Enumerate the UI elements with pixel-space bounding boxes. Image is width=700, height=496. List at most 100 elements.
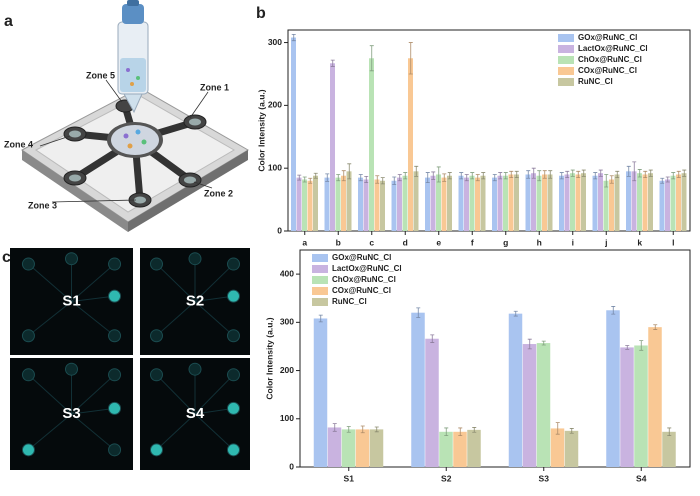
bar [626,171,631,231]
error-bar [374,426,379,433]
bar [665,179,670,231]
channel [156,263,196,302]
error-bar [297,174,302,181]
zone-spot [227,368,240,382]
error-bar [660,177,665,184]
bar [355,429,370,467]
zone-spot [150,443,163,457]
legend-swatch [312,254,328,262]
bar [648,327,662,467]
bar [508,174,514,231]
error-bar [392,176,397,185]
zone-spot [227,257,240,271]
legend-swatch [558,78,574,86]
zone-spot [188,252,202,266]
bar [397,177,402,231]
y-tick-label: 200 [268,100,282,110]
x-tick-label: f [471,237,474,247]
zone-label: Zone 4 [4,139,33,149]
sample-label: S2 [186,292,204,309]
error-bar [447,172,452,180]
bar [503,175,508,231]
x-tick-label: S2 [441,473,452,483]
error-bar [671,172,676,180]
error-bar [604,174,609,188]
error-bar [291,33,296,42]
bar [559,175,564,231]
error-bar [576,170,581,179]
error-bar [570,169,575,177]
bar [302,179,307,231]
y-axis-label: Color Intensity (a.u.) [264,317,274,399]
x-tick-label: a [302,237,307,247]
zone-spot [65,252,78,266]
bar [575,174,581,231]
zone-spot [227,443,240,457]
zone-spot [108,329,122,343]
error-bar [593,172,598,180]
zone-spot [21,443,35,457]
x-tick-label: i [572,237,574,247]
error-bar [360,425,365,434]
error-bar [531,167,536,179]
error-bar [676,170,681,179]
error-bar [330,59,335,67]
legend-swatch [312,287,328,295]
error-bar [416,307,421,318]
error-bar [358,174,363,182]
error-bar [302,176,307,183]
bar [380,180,385,231]
y-tick-label: 100 [268,162,282,172]
bar [662,431,676,467]
zone-spot [227,329,240,343]
error-bar [559,172,564,180]
sample-label: S4 [186,405,205,422]
bar [681,173,687,231]
bar [374,179,380,231]
bar [441,177,447,231]
bar [307,180,313,231]
legend-swatch [558,56,574,64]
error-bar [643,170,648,179]
bar [508,313,523,467]
bar [637,173,642,231]
legend-swatch [312,298,328,306]
bar [525,174,531,231]
error-bar [475,174,480,182]
bar [670,175,676,231]
bar [439,431,453,467]
zone-spot [108,257,122,271]
error-bar [458,427,463,437]
zone-label: Zone 3 [28,200,57,210]
error-bar [325,173,330,182]
legend-label: RuNC_Cl [332,297,367,306]
error-bar [408,42,413,75]
legend-label: GOx@RuNC_Cl [578,33,637,42]
error-bar [542,170,547,179]
bar [391,180,397,231]
error-bar [346,426,351,433]
error-bar [498,172,503,180]
error-bar [637,169,642,178]
x-tick-label: j [604,237,607,247]
channel [28,301,72,337]
error-bar [308,177,313,184]
bar [542,174,547,231]
error-bar [503,172,508,180]
bar [291,37,296,231]
x-tick-label: d [403,237,408,247]
channel [71,407,115,415]
error-bar [414,165,419,177]
channel [28,263,72,302]
channel [156,301,196,337]
panel-label: b [256,5,266,22]
bar [475,177,480,231]
bar [327,427,342,467]
bar [536,343,551,467]
bar [467,429,481,467]
error-bar [341,170,346,182]
bar [592,175,598,231]
error-bar [492,174,497,182]
x-tick-label: l [672,237,674,247]
error-bar [639,340,644,351]
